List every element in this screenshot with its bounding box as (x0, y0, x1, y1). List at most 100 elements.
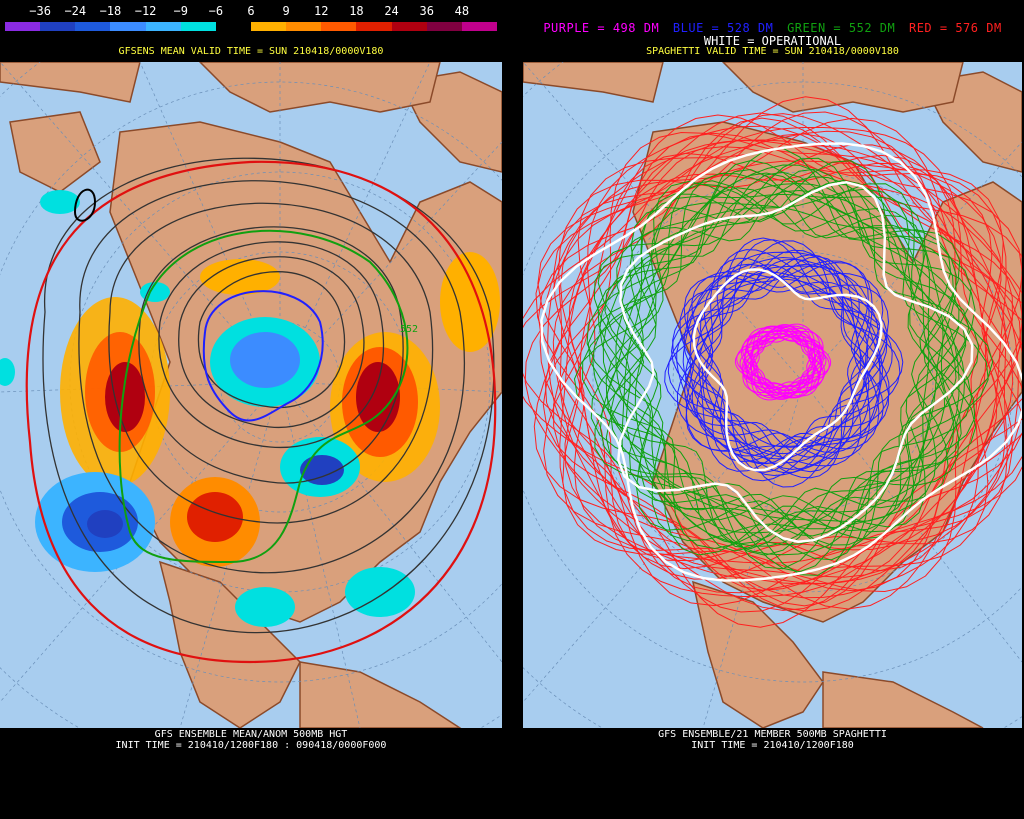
blue-528-member (672, 271, 884, 477)
colorbar-swatch (180, 22, 216, 31)
green-552-contour (118, 229, 409, 564)
blue-528-member (679, 263, 879, 479)
red-576-member (559, 114, 1007, 610)
red-576-member (579, 152, 987, 572)
colorbar-label: −6 (208, 4, 224, 18)
operational-contour (617, 181, 974, 543)
colorbar-label: 12 (314, 4, 329, 18)
legend-red: RED = 576 DM (908, 21, 1002, 35)
colorbar-swatch (426, 22, 462, 31)
green-552-member (609, 176, 973, 561)
green-552-member (594, 188, 989, 546)
colorbar-swatches (5, 22, 497, 31)
colorbar-swatch (250, 22, 287, 31)
blue-528-member (705, 257, 881, 473)
colorbar-label: 18 (349, 4, 364, 18)
mean-footer-line1: GFS ENSEMBLE MEAN/ANOM 500MB HGT (154, 729, 348, 740)
closed-contour (73, 188, 97, 222)
purple-498-member (750, 326, 816, 398)
green-552-member (587, 172, 955, 547)
colorbar-label: −12 (134, 4, 157, 18)
blue-528-member (670, 258, 870, 467)
ensemble-mean-map: 552 (0, 62, 502, 728)
mean-footer-line2: INIT TIME = 210410/1200F180 : 090418/000… (115, 740, 387, 751)
spaghetti-footer-line1: GFS ENSEMBLE/21 MEMBER 500MB SPAGHETTI (658, 729, 887, 740)
red-576-member (539, 117, 1022, 607)
colorbar-swatch (145, 22, 181, 31)
green-552-member (621, 160, 960, 576)
green-552-member (597, 189, 994, 532)
red-576-member (523, 139, 1022, 585)
spaghetti-map-svg (523, 62, 1022, 728)
colorbar-swatch (75, 22, 111, 31)
blue-528-member (683, 263, 890, 482)
ensemble-mean-panel: −36 −24 −18 −12 −9 −6 6 9 12 18 24 36 48 GFSENS MEAN… (0, 0, 502, 819)
mean-valid-time-title: GFSENS MEAN VALID TIME = SUN 210418/0000… (118, 46, 384, 57)
colorbar-label: −9 (173, 4, 188, 18)
red-576-member (564, 145, 1002, 579)
colorbar-label: −36 (29, 4, 51, 18)
red-576-member (558, 144, 1008, 580)
colorbar-swatch (461, 22, 497, 31)
colorbar-swatch (40, 22, 76, 31)
colorbar-label: −18 (99, 4, 122, 18)
operational-contour (692, 268, 883, 472)
colorbar-label: 36 (419, 4, 434, 18)
colorbar-swatch (5, 22, 41, 31)
contour-label: 552 (400, 324, 418, 335)
legend-white: WHITE = OPERATIONAL (703, 34, 842, 48)
colorbar-label: 9 (282, 4, 290, 18)
operational-contour (540, 142, 1022, 582)
colorbar-swatch (110, 22, 146, 31)
purple-498-member (736, 332, 830, 392)
blue-528-member (699, 264, 888, 462)
green-552-member (602, 147, 957, 556)
blue-528-member (691, 249, 890, 465)
red-576-contour (25, 160, 497, 664)
anomaly-colorbar: −36 −24 −18 −12 −9 −6 6 9 12 18 24 36 48 (5, 4, 497, 31)
red-576-member (568, 154, 998, 570)
negative-anomalies (0, 190, 415, 627)
height-contours (42, 157, 495, 634)
green-552-member (605, 179, 962, 573)
purple-498-member (734, 335, 832, 389)
legend-blue: BLUE = 528 DM (672, 21, 774, 35)
colorbar-swatch (215, 22, 251, 31)
blue-528-member (664, 265, 884, 448)
colorbar-label: 48 (454, 4, 470, 18)
purple-498-member (742, 330, 824, 394)
purple-498-member (746, 330, 820, 394)
green-552-member (573, 202, 977, 534)
mean-map-svg: 552 (0, 62, 502, 728)
purple-498-member (743, 326, 823, 398)
blue-528-member (682, 261, 873, 488)
purple-498-member (744, 334, 822, 390)
purple-498-member (751, 325, 815, 399)
purple-498-member (742, 329, 824, 395)
colorbar-labels: −36 −24 −18 −12 −9 −6 6 9 12 18 24 36 48 (5, 4, 497, 20)
blue-528-member (689, 256, 862, 473)
colorbar-label: −24 (64, 4, 87, 18)
colorbar-swatch (321, 22, 357, 31)
red-576-member (533, 112, 1022, 612)
red-576-member (553, 111, 1013, 613)
purple-498-member (752, 324, 814, 400)
colorbar-label: 24 (384, 4, 399, 18)
blue-528-member (691, 271, 904, 460)
colorbar-swatch (356, 22, 392, 31)
blue-528-contour (202, 290, 324, 422)
legend-green: GREEN = 552 DM (787, 21, 896, 35)
green-552-member (629, 168, 957, 551)
spaghetti-valid-time-title: SPAGHETTI VALID TIME = SUN 210418/0000V1… (646, 46, 899, 57)
spaghetti-legend: PURPLE = 498 DM BLUE = 528 DM GREEN = 55… (521, 21, 1024, 35)
colorbar-swatch (286, 22, 322, 31)
red-576-member (543, 125, 1022, 599)
spaghetti-map (523, 62, 1022, 728)
spaghetti-panel: PURPLE = 498 DM BLUE = 528 DM GREEN = 55… (521, 0, 1024, 819)
spaghetti-footer-line2: INIT TIME = 210410/1200F180 (691, 740, 854, 751)
red-576-member (524, 132, 1022, 592)
spaghetti-contours (523, 96, 1022, 628)
legend-purple: PURPLE = 498 DM (543, 21, 660, 35)
colorbar-label: 6 (247, 4, 255, 18)
colorbar-swatch (391, 22, 427, 31)
